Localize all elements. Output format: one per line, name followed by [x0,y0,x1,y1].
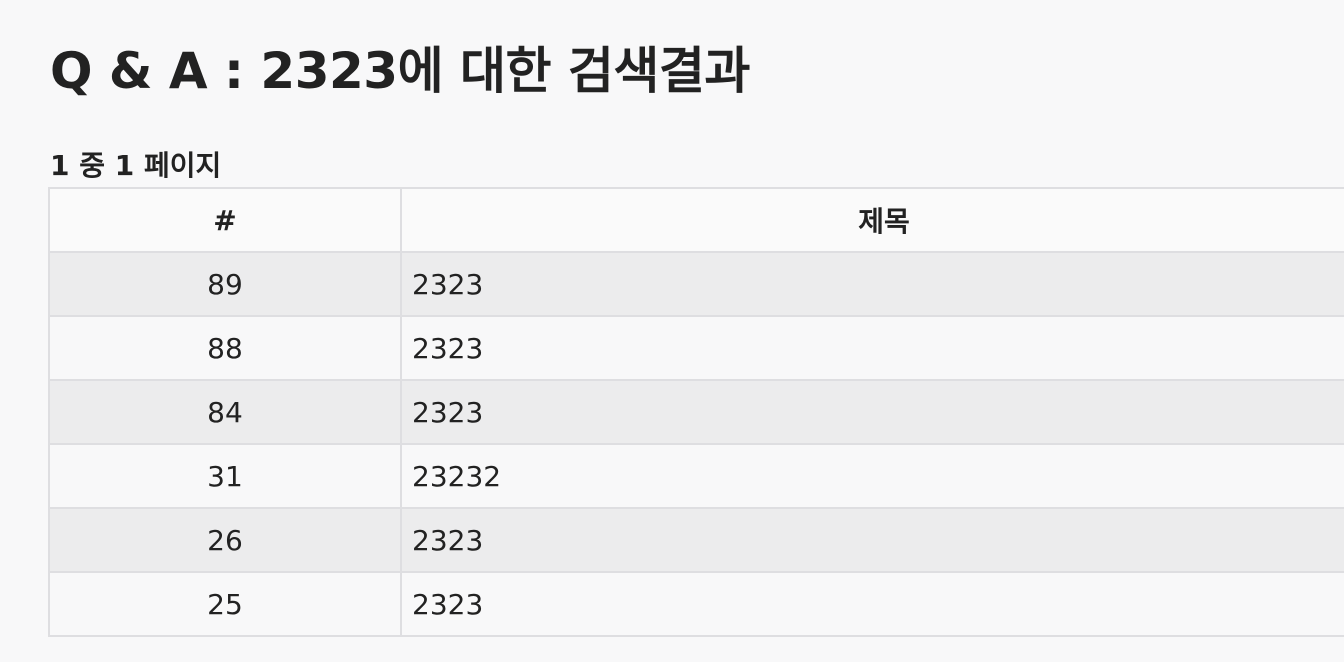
table-row[interactable]: 26 2323 [49,508,1344,573]
post-number: 31 [49,444,402,509]
post-number: 88 [49,316,402,381]
post-number: 25 [49,572,402,637]
post-number: 89 [49,252,402,317]
table-row[interactable]: 89 2323 [49,252,1344,317]
post-title-link[interactable]: 23232 [401,444,1344,509]
post-title-link[interactable]: 2323 [401,380,1344,445]
post-number: 84 [49,380,402,445]
post-title-link[interactable]: 2323 [401,316,1344,381]
table-row[interactable]: 88 2323 [49,316,1344,381]
table-row[interactable]: 84 2323 [49,380,1344,445]
table-row[interactable]: 31 23232 [49,444,1344,509]
post-number: 26 [49,508,402,573]
post-title-link[interactable]: 2323 [401,252,1344,317]
page-indicator: 1 중 1 페이지 [50,149,222,182]
post-title-link[interactable]: 2323 [401,572,1344,637]
table-row[interactable]: 25 2323 [49,572,1344,637]
post-title-link[interactable]: 2323 [401,508,1344,573]
column-header-title: 제목 [401,188,1344,253]
table-header-row: # 제목 [49,188,1344,253]
page-title: Q & A : 2323에 대한 검색결과 [50,42,750,100]
results-table: # 제목 89 2323 88 2323 84 2323 31 23232 26 [48,187,1344,637]
column-header-number: # [49,188,402,253]
